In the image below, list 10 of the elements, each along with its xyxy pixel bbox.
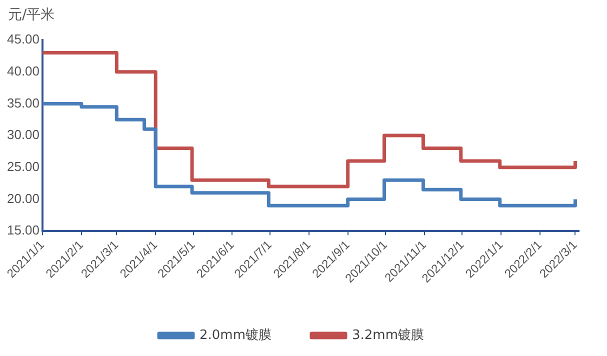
y-tick-label: 40.00	[6, 63, 40, 78]
y-axis-title: 元/平米	[8, 6, 55, 24]
y-tick-label: 35.00	[6, 95, 40, 110]
y-tick-label: 30.00	[6, 127, 40, 142]
y-tick-label: 25.00	[6, 158, 40, 174]
y-tick-label: 45.00	[6, 32, 40, 47]
legend-label: 3.2mm镀膜	[352, 328, 424, 343]
y-tick-label: 20.00	[6, 190, 40, 206]
y-tick-label: 15.00	[6, 222, 40, 238]
legend-label: 2.0mm镀膜	[200, 328, 272, 343]
